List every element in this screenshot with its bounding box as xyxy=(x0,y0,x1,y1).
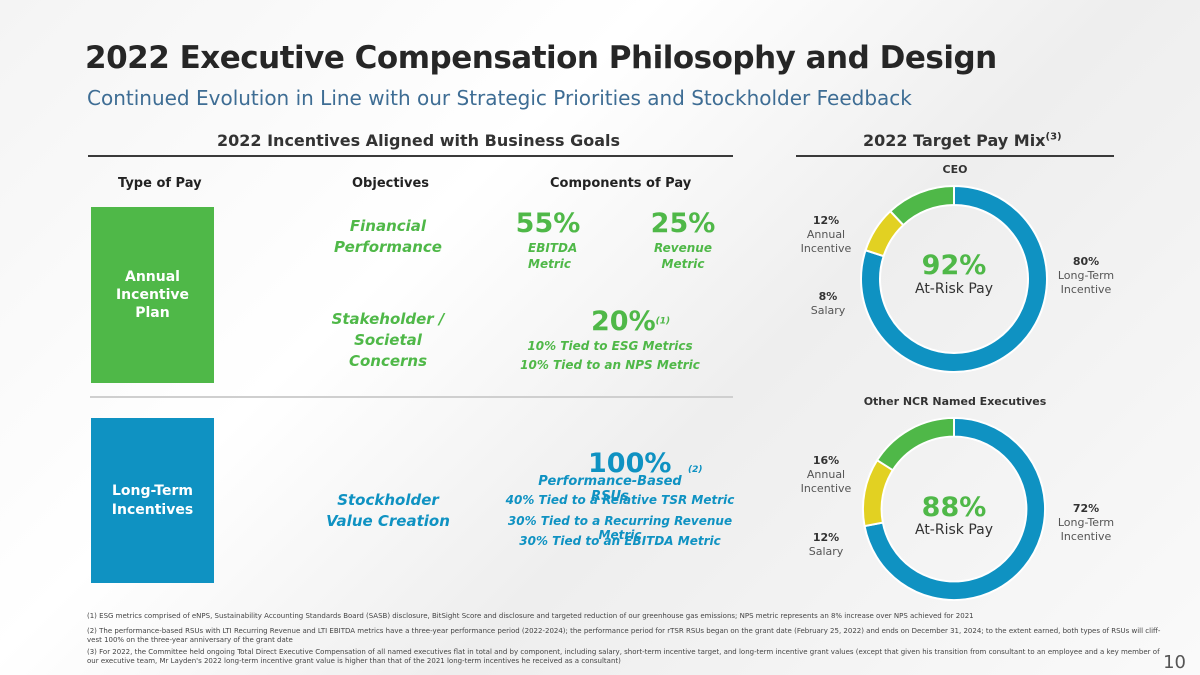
footnote-1: (1) ESG metrics comprised of eNPS, Susta… xyxy=(87,612,974,620)
others-donut-chart xyxy=(861,416,1047,602)
others-lt-label: 72% Long-Term Incentive xyxy=(1057,502,1115,543)
ceo-center-label: At-Risk Pay xyxy=(914,281,994,297)
pct-performance-rsus: 100% xyxy=(588,448,672,479)
others-salary-label: 12% Salary xyxy=(808,531,844,558)
footnote-ref-2: (2) xyxy=(688,465,703,475)
others-annual-label: 16% Annual Incentive xyxy=(800,454,852,495)
donut-slice-long-term-incentive xyxy=(860,184,1048,373)
right-section-rule xyxy=(796,155,1114,157)
page-number: 10 xyxy=(1163,652,1186,673)
label-ebitda-metric: EBITDA Metric xyxy=(528,241,578,272)
ceo-chart-title: CEO xyxy=(942,163,968,176)
ceo-donut-chart xyxy=(860,184,1048,373)
pct-revenue: 25% xyxy=(650,208,716,239)
others-center-label: At-Risk Pay xyxy=(914,522,994,538)
line-ebitda-metric: 30% Tied to an EBITDA Metric xyxy=(519,534,721,548)
annual-incentive-box: Annual Incentive Plan xyxy=(91,207,214,383)
annual-incentive-label: Annual Incentive Plan xyxy=(115,268,190,322)
performance-based-rsus: Performance-Based RSUs xyxy=(538,474,682,504)
line-esg-metrics: 10% Tied to ESG Metrics xyxy=(527,339,693,353)
line-recurring-revenue-metric: 30% Tied to a Recurring Revenue Metric xyxy=(507,514,733,542)
ceo-annual-label: 12% Annual Incentive xyxy=(800,214,852,255)
line-nps-metric: 10% Tied to an NPS Metric xyxy=(520,358,700,372)
ceo-lt-label: 80% Long-Term Incentive xyxy=(1057,255,1115,296)
col-objectives: Objectives xyxy=(352,176,430,191)
right-section-heading: 2022 Target Pay Mix(3) xyxy=(863,131,1062,150)
left-section-heading: 2022 Incentives Aligned with Business Go… xyxy=(217,131,621,150)
page-title: 2022 Executive Compensation Philosophy a… xyxy=(85,40,997,76)
ceo-salary-label: 8% Salary xyxy=(810,290,846,317)
footnote-ref-1: (1) xyxy=(655,316,671,327)
label-revenue-metric: Revenue Metric xyxy=(654,241,712,272)
ceo-center-pct: 92% xyxy=(921,250,987,281)
donut-slice-annual-incentive xyxy=(875,416,955,472)
page-subtitle: Continued Evolution in Line with our Str… xyxy=(87,86,912,110)
donut-slice-annual-incentive xyxy=(888,184,955,227)
footnote-2: (2) The performance-based RSUs with LTI … xyxy=(87,627,1161,645)
others-center-pct: 88% xyxy=(921,492,987,523)
footnote-ref-3: (3) xyxy=(1045,131,1062,143)
col-type-of-pay: Type of Pay xyxy=(118,176,202,191)
pct-ebitda: 55% xyxy=(515,208,581,239)
pct-esg-nps: 20%(1) xyxy=(591,306,671,337)
lti-box: Long-Term Incentives xyxy=(91,418,214,583)
left-section-rule xyxy=(88,155,733,157)
donut-slice-long-term-incentive xyxy=(863,416,1047,602)
line-tsr-metric: 40% Tied to a Relative TSR Metric xyxy=(505,493,735,507)
lti-label: Long-Term Incentives xyxy=(111,483,194,518)
row-divider xyxy=(90,396,733,398)
footnote-3: (3) For 2022, the Committee held ongoing… xyxy=(87,648,1160,666)
objective-stockholder-value: Stockholder Value Creation xyxy=(326,491,450,530)
col-components: Components of Pay xyxy=(550,176,692,191)
objective-stakeholder-societal: Stakeholder / Societal Concerns xyxy=(331,310,445,370)
others-chart-title: Other NCR Named Executives xyxy=(863,395,1047,408)
objective-financial-performance: Financial Performance xyxy=(334,217,442,256)
donut-slice-salary xyxy=(861,458,895,528)
